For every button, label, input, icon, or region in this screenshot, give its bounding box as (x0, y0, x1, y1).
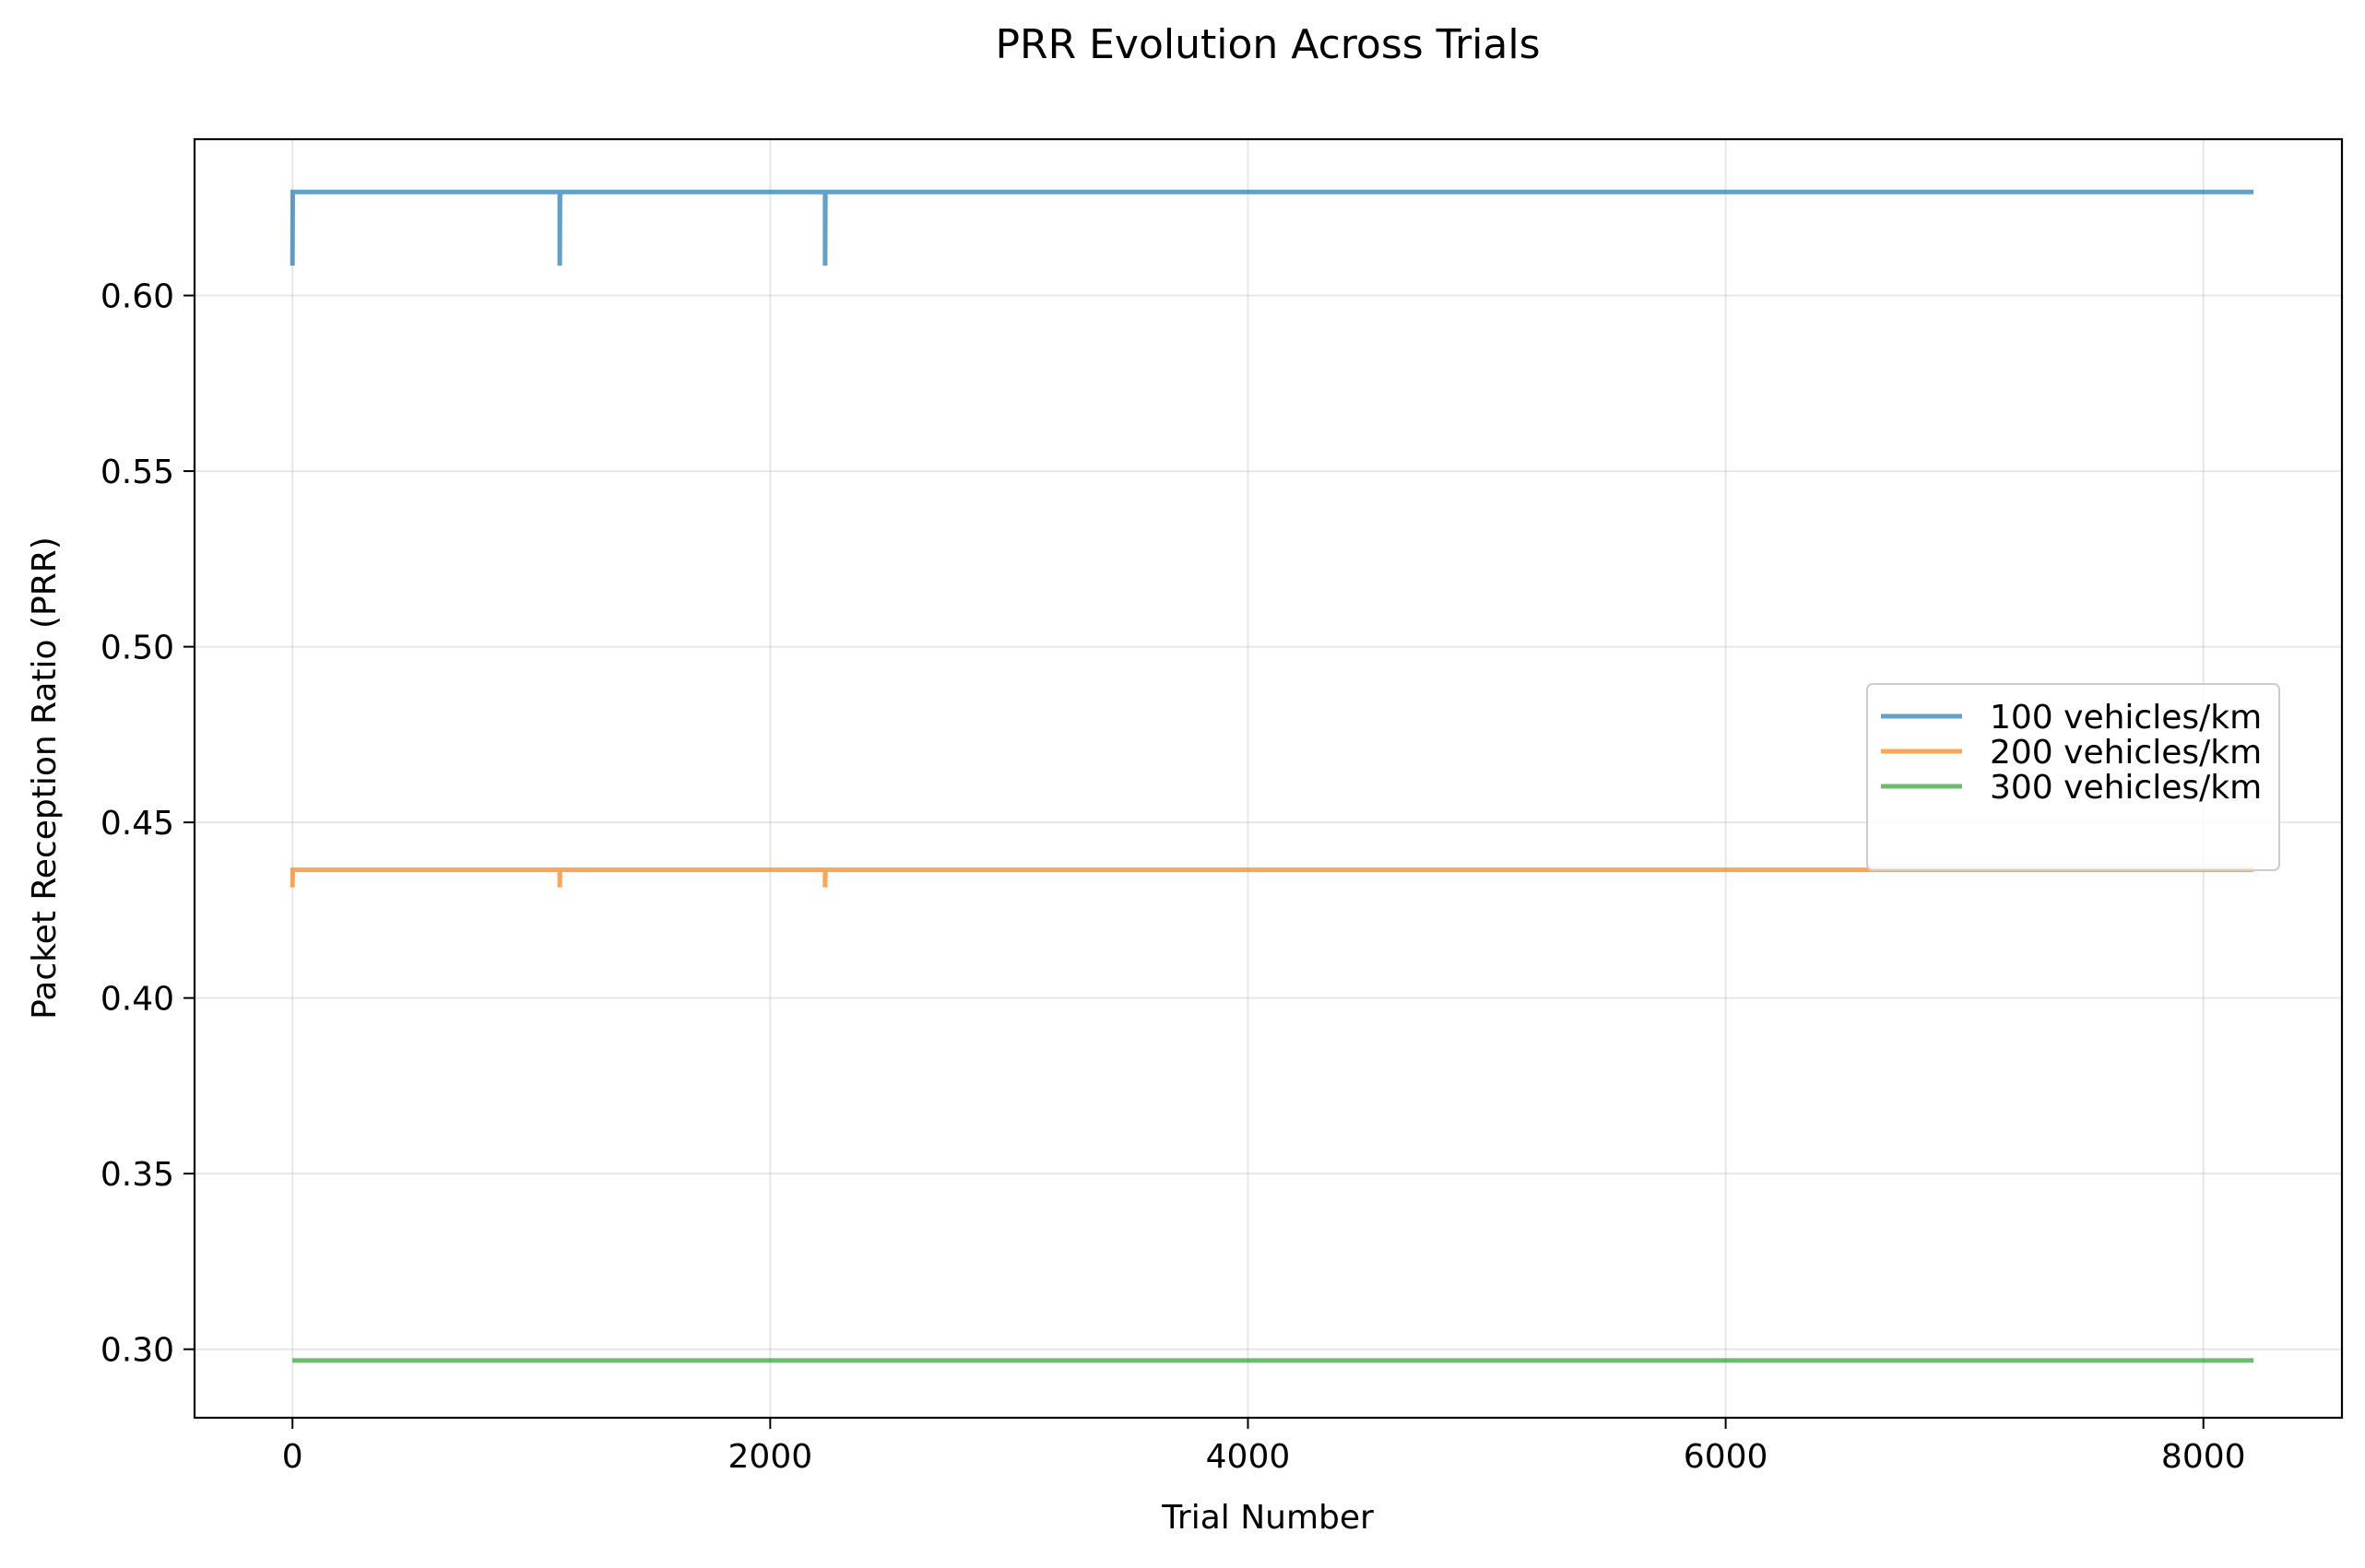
x-axis-label: Trial Number (1161, 1499, 1374, 1537)
y-tick-label: 0.45 (101, 805, 174, 843)
series-line-100 (290, 189, 2254, 266)
chart-title: PRR Evolution Across Trials (995, 21, 1540, 68)
y-tick-label: 0.30 (101, 1332, 174, 1370)
series-line-200 (290, 867, 2254, 888)
x-tick-label: 6000 (1684, 1438, 1768, 1476)
legend-label-100: 100 vehicles/km (1990, 699, 2262, 737)
legend-label-200: 200 vehicles/km (1990, 734, 2262, 772)
y-tick-label: 0.35 (101, 1156, 174, 1194)
plot-area-frame (193, 137, 2344, 1420)
y-tick-label: 0.40 (101, 981, 174, 1019)
axis-ticks: 0 2000 4000 6000 8000 0.30 0.35 0.40 0.45 0.50 0.5… (101, 278, 2246, 1476)
grid-lines (195, 139, 2342, 1418)
y-axis-label: Packet Reception Ratio (PRR) (26, 536, 64, 1020)
series-lines (290, 189, 2254, 1363)
x-tick-label: 4000 (1206, 1438, 1291, 1476)
y-tick-label: 0.50 (101, 630, 174, 667)
x-tick-label: 2000 (728, 1438, 813, 1476)
y-tick-label: 0.60 (101, 278, 174, 316)
x-tick-label: 0 (282, 1438, 303, 1476)
legend-box (1866, 683, 2280, 871)
legend-label-300: 300 vehicles/km (1990, 769, 2262, 807)
x-tick-label: 8000 (2161, 1438, 2246, 1476)
y-tick-label: 0.55 (101, 454, 174, 491)
